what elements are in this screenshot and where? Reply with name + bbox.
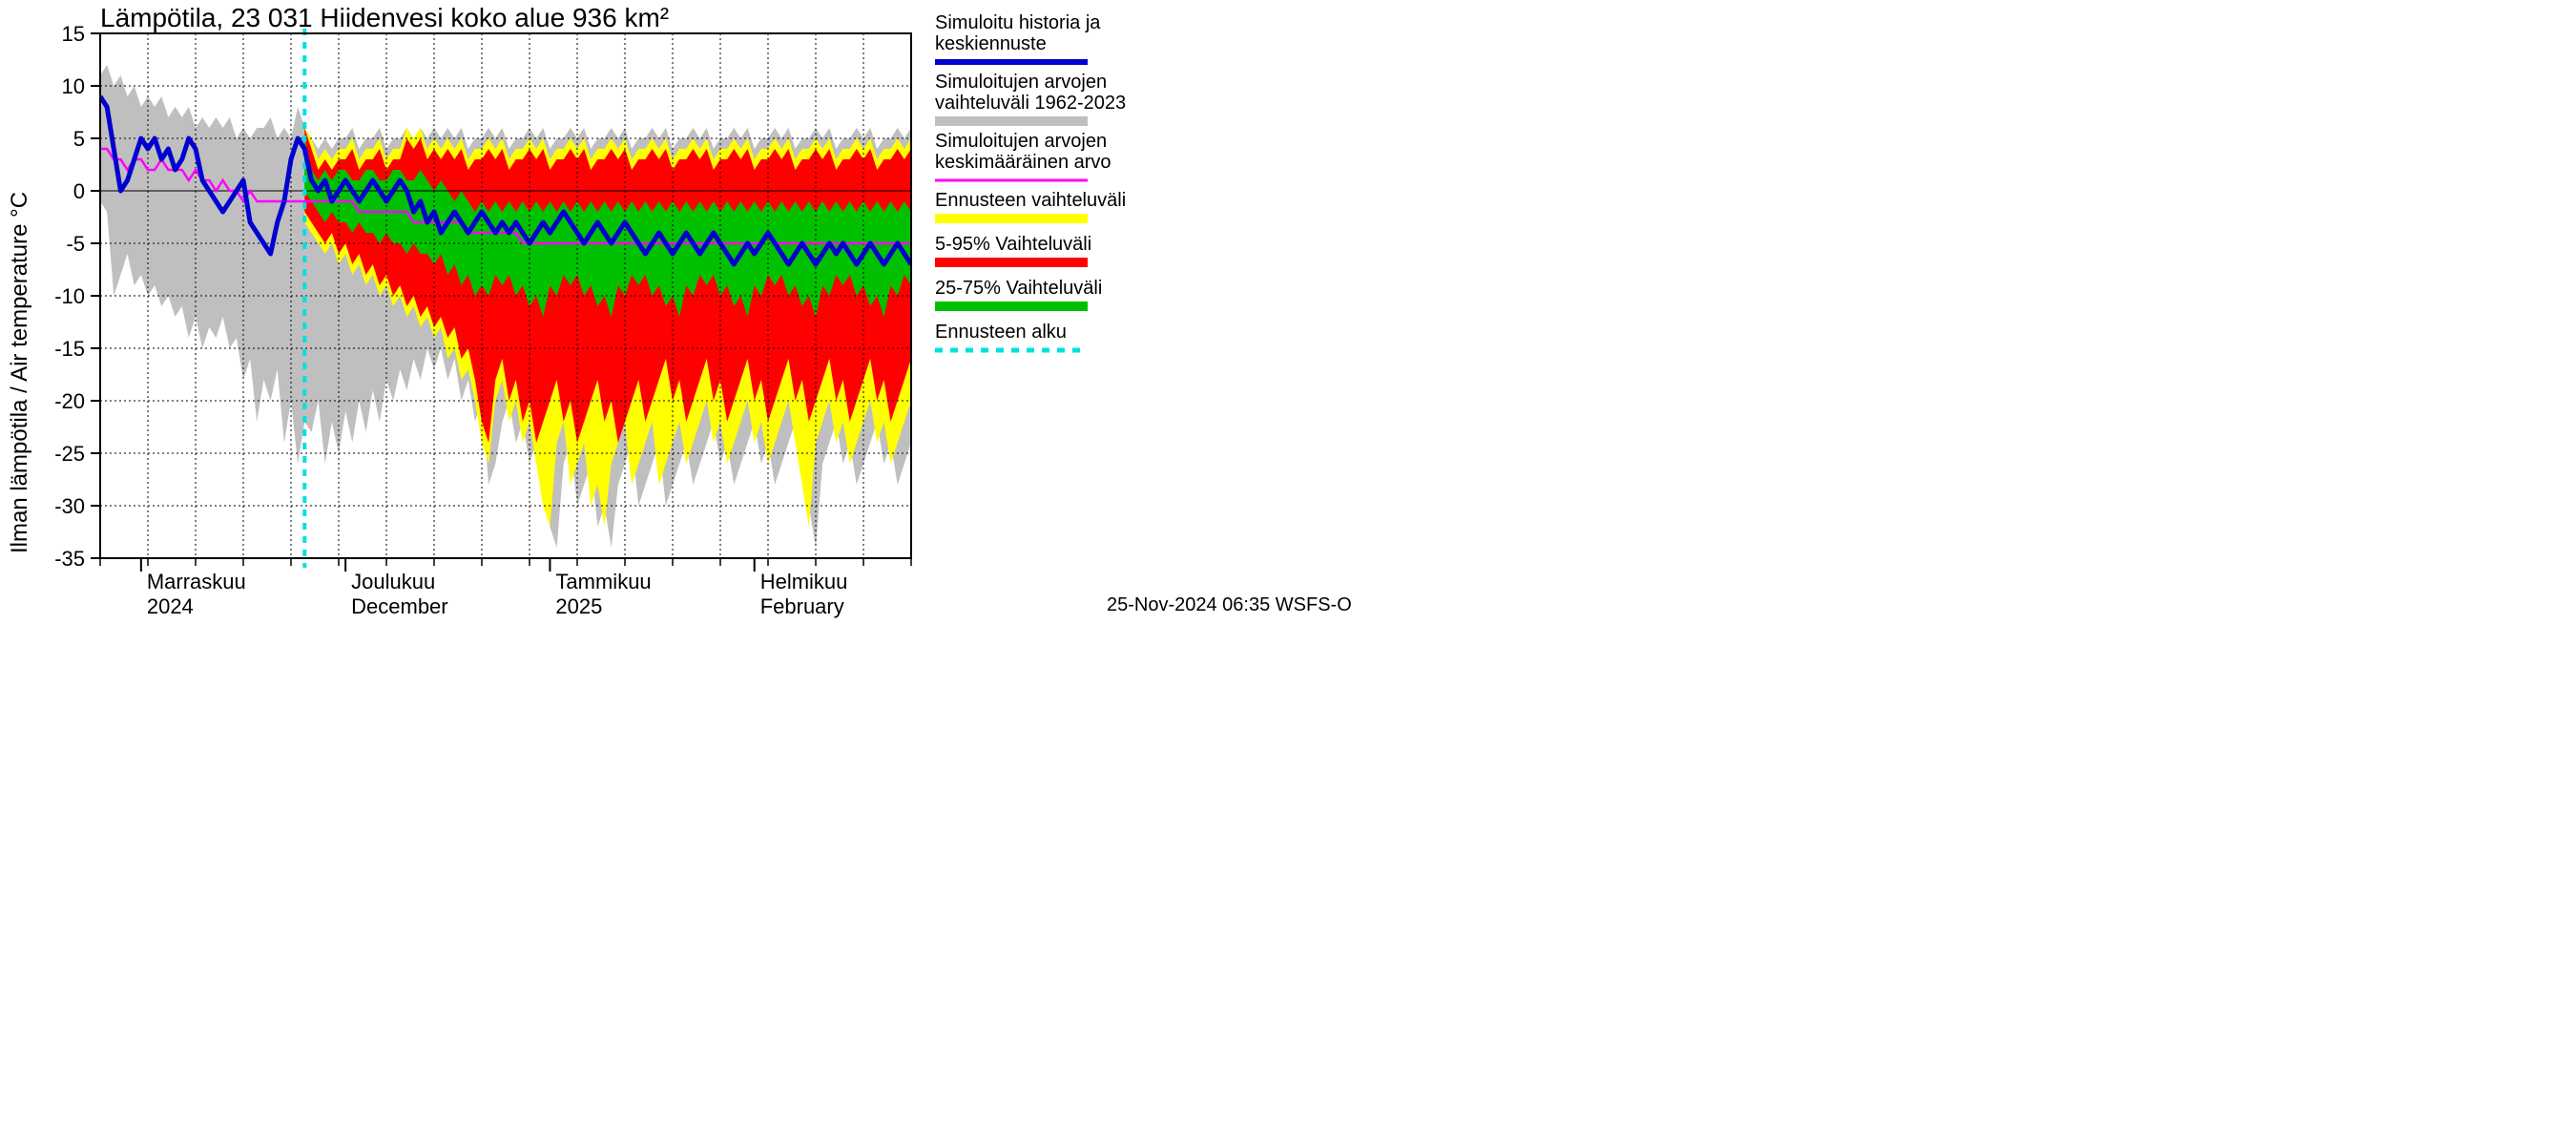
- ytick-label: -15: [54, 337, 85, 361]
- legend-label: Simuloitujen arvojen: [935, 72, 1107, 93]
- ytick-label: -5: [66, 232, 85, 256]
- legend-swatch: [935, 302, 1088, 311]
- x-month-label: Joulukuu: [351, 570, 435, 593]
- ytick-label: -10: [54, 284, 85, 308]
- legend-label: vaihteluväli 1962-2023: [935, 93, 1126, 114]
- legend-label: keskiennuste: [935, 33, 1047, 54]
- x-month-label: 2025: [555, 594, 602, 618]
- ytick-label: 10: [62, 74, 85, 98]
- legend-swatch: [935, 214, 1088, 223]
- x-month-label: Tammikuu: [555, 570, 651, 593]
- chart-svg: -35 -30 -25 -20 -15 -10 -5 0 5 10 15 Marraskuu2024 J…: [0, 0, 1431, 636]
- legend-label: keskimääräinen arvo: [935, 152, 1111, 173]
- legend-label: Ennusteen alku: [935, 322, 1067, 343]
- ytick-label: -35: [54, 547, 85, 571]
- ytick-label: 15: [62, 22, 85, 46]
- x-month-label: Helmikuu: [760, 570, 848, 593]
- x-month-label: December: [351, 594, 447, 618]
- legend-label: Ennusteen vaihteluväli: [935, 190, 1126, 211]
- x-month-label: February: [760, 594, 844, 618]
- legend-label: Simuloitu historia ja: [935, 12, 1101, 33]
- ytick-label: -25: [54, 442, 85, 466]
- legend-label: 25-75% Vaihteluväli: [935, 278, 1102, 299]
- chart-footer: 25-Nov-2024 06:35 WSFS-O: [1107, 594, 1352, 615]
- x-month-label: 2024: [147, 594, 194, 618]
- ytick-label: -20: [54, 389, 85, 413]
- ytick-label: 5: [73, 127, 85, 151]
- legend-label: 5-95% Vaihteluväli: [935, 234, 1091, 255]
- ytick-label: 0: [73, 179, 85, 203]
- legend-label: Simuloitujen arvojen: [935, 131, 1107, 152]
- chart-container: -35 -30 -25 -20 -15 -10 -5 0 5 10 15 Marraskuu2024 J…: [0, 0, 1431, 636]
- legend-swatch: [935, 258, 1088, 267]
- legend-swatch: [935, 116, 1088, 126]
- x-month-label: Marraskuu: [147, 570, 246, 593]
- ytick-label: -30: [54, 494, 85, 518]
- y-axis-label: Ilman lämpötila / Air temperature °C: [7, 192, 32, 553]
- chart-title: Lämpötila, 23 031 Hiidenvesi koko alue 9…: [100, 3, 669, 32]
